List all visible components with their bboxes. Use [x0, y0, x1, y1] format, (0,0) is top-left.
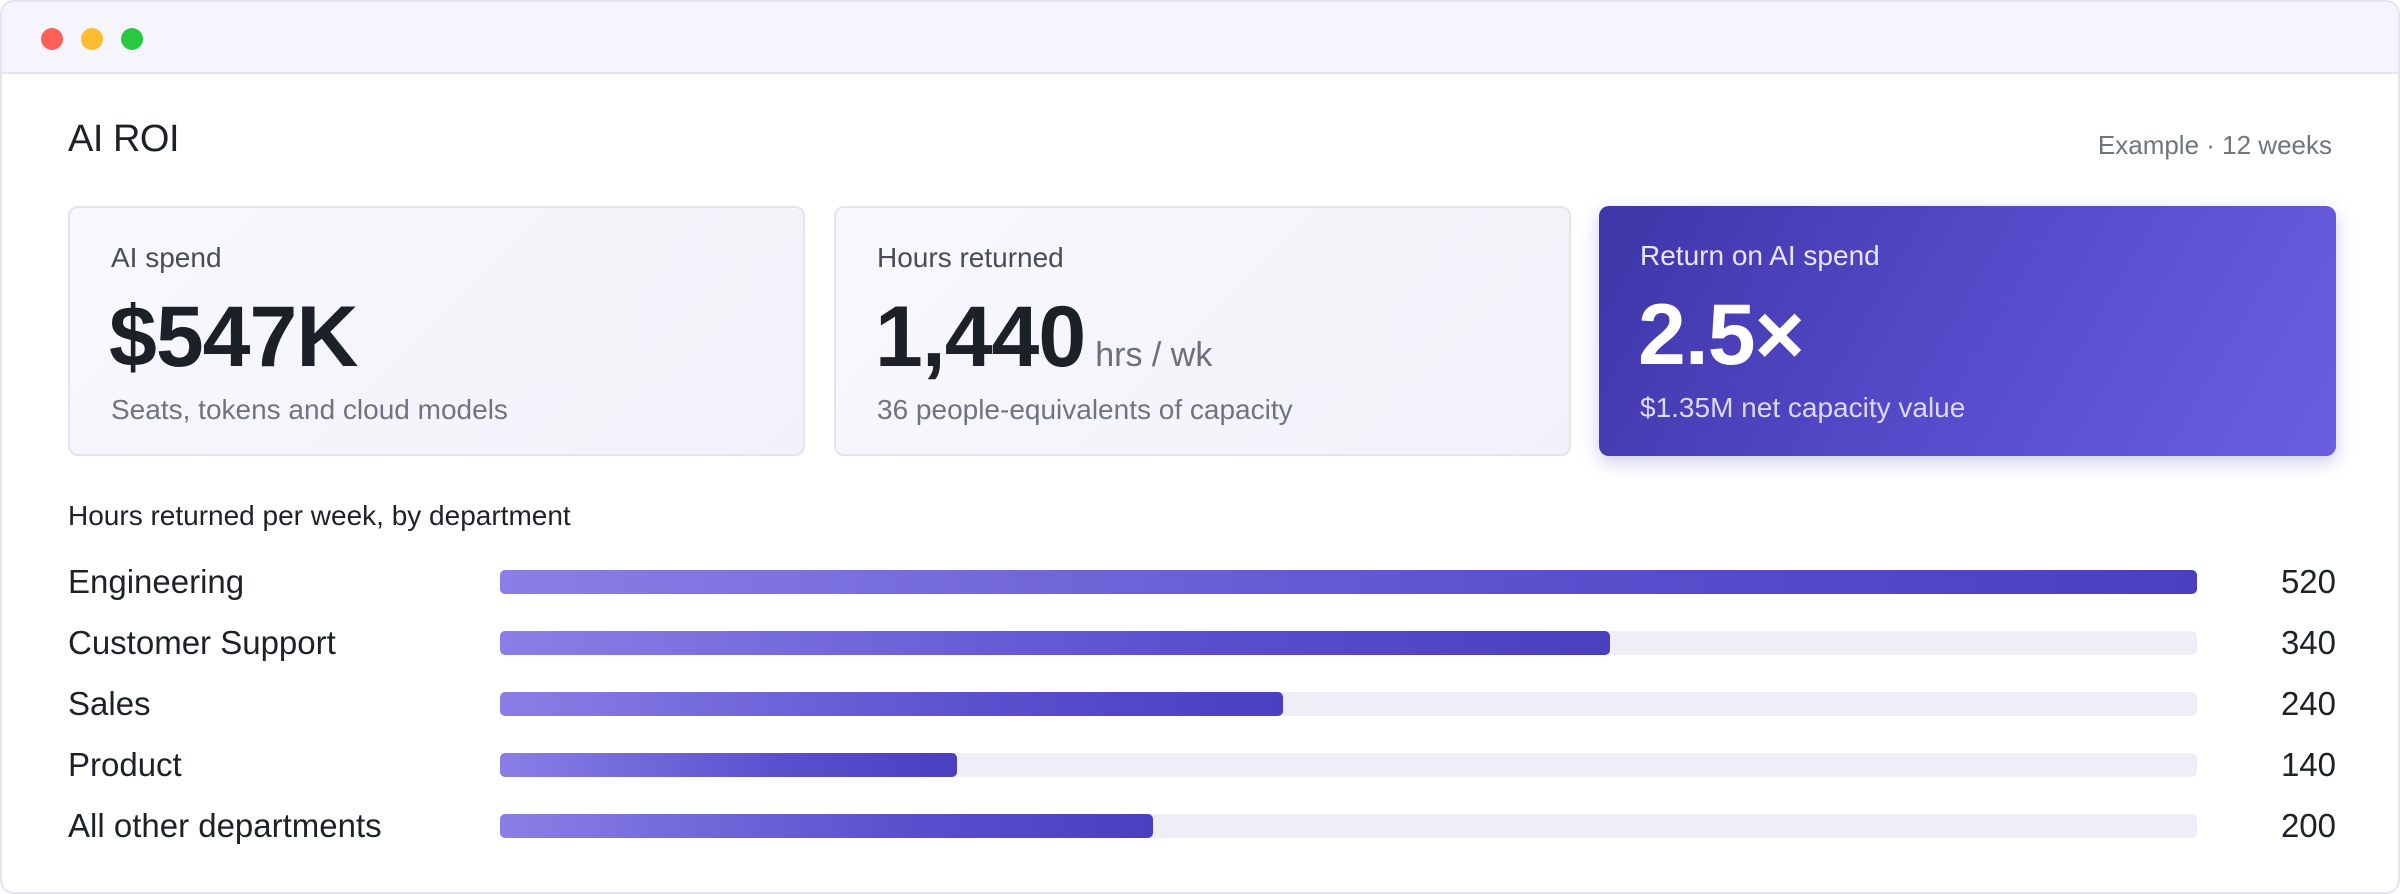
bar — [500, 631, 1610, 655]
bar-track — [500, 692, 2197, 716]
bar-label: Engineering — [68, 563, 245, 600]
bar — [500, 814, 1153, 838]
bar-track — [500, 753, 2197, 777]
card-value-number: 2.5× — [1638, 287, 1805, 383]
card-subtitle: 36 people‑equivalents of capacity — [877, 394, 1293, 425]
bar-label: Product — [68, 746, 182, 783]
card-value-number: $547K — [109, 289, 358, 385]
bar-label: Customer Support — [68, 624, 336, 661]
bar-label: All other departments — [68, 807, 382, 844]
bar-track — [500, 631, 2197, 655]
return-on-spend-card: Return on AI spend 2.5× $1.35M net capac… — [1599, 206, 2336, 456]
bar — [500, 692, 1283, 716]
window-titlebar — [2, 2, 2398, 74]
chart-title: Hours returned per week, by department — [68, 500, 571, 531]
card-value-number: 1,440 — [875, 289, 1086, 385]
bar-row: Customer Support 340 — [68, 623, 2336, 663]
bar-row: Engineering 520 — [68, 562, 2336, 602]
bar-row: Product 140 — [68, 745, 2336, 785]
minimize-window-button[interactable] — [81, 28, 103, 50]
bar — [500, 570, 2197, 594]
card-label: AI spend — [111, 242, 222, 273]
card-label: Hours returned — [877, 242, 1064, 273]
bar-row: All other departments 200 — [68, 806, 2336, 846]
bar-row: Sales 240 — [68, 684, 2336, 724]
bar-value-label: 200 — [2280, 807, 2336, 844]
bar-value-label: 140 — [2280, 746, 2336, 783]
card-label: Return on AI spend — [1640, 240, 1880, 271]
bar-label: Sales — [68, 685, 151, 722]
bar-track — [500, 814, 2197, 838]
bar-value-label: 520 — [2280, 563, 2336, 600]
page-meta: Example · 12 weeks — [2097, 130, 2332, 160]
bar — [500, 753, 957, 777]
ai-spend-card: AI spend $547K Seats, tokens and cloud m… — [68, 206, 805, 456]
close-window-button[interactable] — [41, 28, 63, 50]
card-value: 2.5× — [1638, 286, 1805, 385]
card-subtitle: Seats, tokens and cloud models — [111, 394, 508, 425]
card-value: $547K — [109, 288, 358, 387]
bar-track — [500, 570, 2197, 594]
maximize-window-button[interactable] — [121, 28, 143, 50]
bar-value-label: 340 — [2280, 624, 2336, 661]
card-value-unit: hrs / wk — [1095, 336, 1213, 374]
page-title: AI ROI — [68, 118, 180, 160]
card-subtitle: $1.35M net capacity value — [1640, 392, 1966, 423]
card-value: 1,440 hrs / wk — [875, 288, 1212, 387]
hours-returned-card: Hours returned 1,440 hrs / wk 36 people‑e… — [834, 206, 1571, 456]
bar-value-label: 240 — [2280, 685, 2336, 722]
